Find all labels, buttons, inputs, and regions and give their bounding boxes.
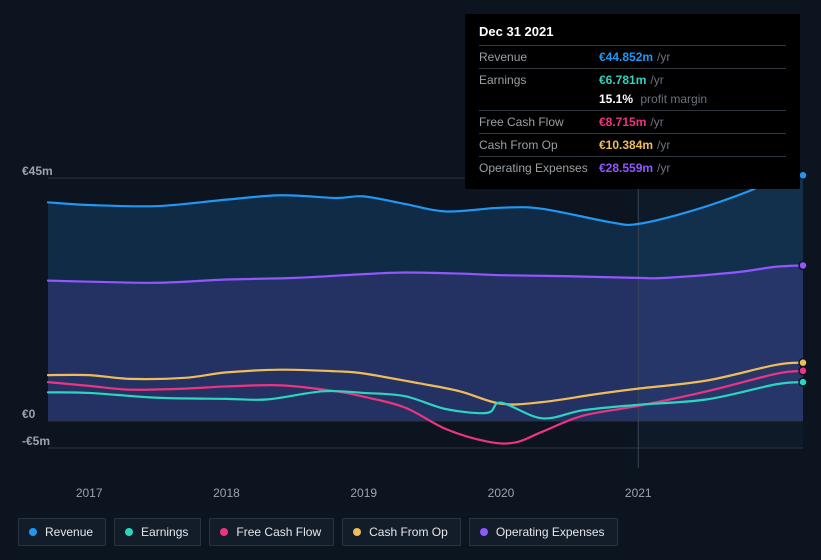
chart-svg: [0, 150, 821, 510]
legend-label: Revenue: [45, 525, 93, 539]
tooltip-row-label: Cash From Op: [479, 137, 599, 153]
tooltip-row-value: €6.781m/yr: [599, 72, 786, 88]
earnings-revenue-chart: €45m €0 -€5m 2017 2018 2019 2020 2021: [0, 150, 821, 550]
legend-dot-icon: [353, 528, 361, 536]
legend-item[interactable]: Operating Expenses: [469, 518, 618, 546]
end-marker: [799, 359, 807, 367]
x-axis-label: 2018: [213, 486, 240, 500]
legend-item[interactable]: Earnings: [114, 518, 201, 546]
legend-dot-icon: [125, 528, 133, 536]
tooltip-row: Free Cash Flow€8.715m/yr: [479, 110, 786, 133]
tooltip-row-value: €8.715m/yr: [599, 114, 786, 130]
tooltip-row-label: Revenue: [479, 49, 599, 65]
tooltip-row-label: Free Cash Flow: [479, 114, 599, 130]
x-axis-label: 2021: [625, 486, 652, 500]
legend-item[interactable]: Revenue: [18, 518, 106, 546]
legend-label: Earnings: [141, 525, 188, 539]
tooltip-row: Operating Expenses€28.559m/yr: [479, 156, 786, 179]
tooltip-row-label: Earnings: [479, 72, 599, 88]
end-marker: [799, 367, 807, 375]
legend: Revenue Earnings Free Cash Flow Cash From O…: [18, 518, 618, 546]
end-marker: [799, 378, 807, 386]
tooltip-row: Earnings€6.781m/yr: [479, 68, 786, 91]
legend-item[interactable]: Cash From Op: [342, 518, 461, 546]
y-axis-label: €0: [22, 407, 35, 421]
legend-label: Operating Expenses: [496, 525, 605, 539]
tooltip-row-value: €10.384m/yr: [599, 137, 786, 153]
legend-dot-icon: [480, 528, 488, 536]
legend-dot-icon: [29, 528, 37, 536]
tooltip-rows: Revenue€44.852m/yrEarnings€6.781m/yr 15.…: [479, 45, 786, 179]
legend-item[interactable]: Free Cash Flow: [209, 518, 334, 546]
tooltip-date: Dec 31 2021: [479, 24, 786, 45]
tooltip-row: Revenue€44.852m/yr: [479, 45, 786, 68]
x-axis-label: 2017: [76, 486, 103, 500]
tooltip-row-value: €28.559m/yr: [599, 160, 786, 176]
tooltip-row-label: Operating Expenses: [479, 160, 599, 176]
end-marker: [799, 171, 807, 179]
legend-label: Cash From Op: [369, 525, 448, 539]
legend-label: Free Cash Flow: [236, 525, 321, 539]
tooltip-row-sub: 15.1% profit margin: [479, 91, 786, 110]
x-axis-label: 2019: [350, 486, 377, 500]
tooltip-row-value: €44.852m/yr: [599, 49, 786, 65]
legend-dot-icon: [220, 528, 228, 536]
y-axis-label: €45m: [22, 164, 53, 178]
tooltip-row: Cash From Op€10.384m/yr: [479, 133, 786, 156]
tooltip-card: Dec 31 2021 Revenue€44.852m/yrEarnings€6…: [465, 14, 800, 189]
x-axis-label: 2020: [488, 486, 515, 500]
y-axis-label: -€5m: [22, 434, 50, 448]
end-marker: [799, 261, 807, 269]
